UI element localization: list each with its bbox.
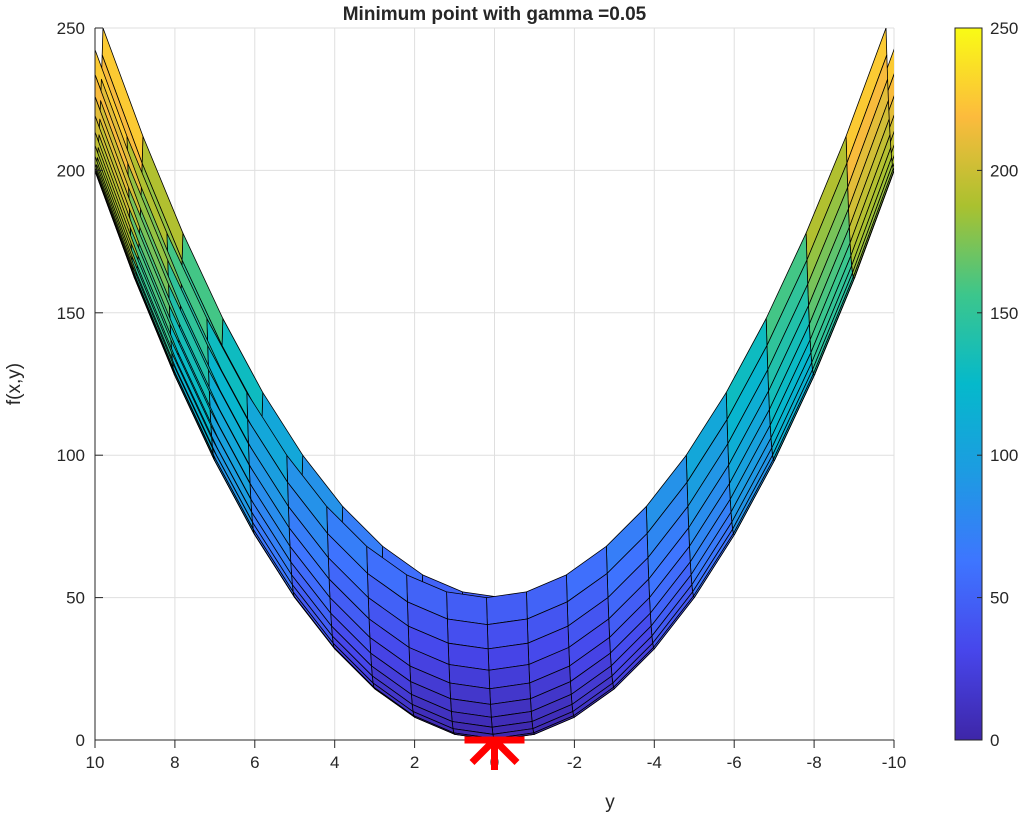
x-tick-label: 8 <box>170 753 179 772</box>
y-tick-label: 200 <box>57 161 85 180</box>
colorbar-tick-label: 0 <box>990 731 999 750</box>
x-tick-label: 2 <box>410 753 419 772</box>
x-tick-label: 4 <box>330 753 339 772</box>
y-tick-label: 150 <box>57 304 85 323</box>
colorbar-tick-label: 150 <box>990 304 1018 323</box>
colorbar-tick-label: 200 <box>990 161 1018 180</box>
marker-stroke <box>469 737 497 765</box>
colorbar-gradient <box>954 27 983 741</box>
x-axis-label: y <box>605 792 615 813</box>
y-tick-labels: 0 50 100 150 200 250 <box>57 19 85 750</box>
x-tick-label: 6 <box>250 753 259 772</box>
y-tick-label: 50 <box>66 589 85 608</box>
minimum-point-marker <box>464 736 525 770</box>
colorbar: 0 50 100 150 200 250 <box>954 19 1018 750</box>
x-tick-label: -6 <box>727 753 742 772</box>
y-tick-label: 0 <box>76 731 85 750</box>
colorbar-tick-label: 250 <box>990 19 1018 38</box>
chart-title: Minimum point with gamma =0.05 <box>343 4 647 25</box>
x-tick-label: 10 <box>86 753 105 772</box>
surface-mesh <box>95 28 894 740</box>
x-tick-label: -8 <box>807 753 822 772</box>
x-tick-label: -4 <box>647 753 662 772</box>
y-axis-label: f(x,y) <box>4 363 25 405</box>
x-tick-label: -2 <box>567 753 582 772</box>
grid-lines <box>94 27 895 741</box>
colorbar-ticks: 0 50 100 150 200 250 <box>977 19 1018 750</box>
marker-stroke <box>492 737 520 765</box>
x-tick-label: -10 <box>882 753 907 772</box>
colorbar-tick-label: 100 <box>990 446 1018 465</box>
y-tick-label: 100 <box>57 446 85 465</box>
y-tick-label: 250 <box>57 19 85 38</box>
colorbar-tick-label: 50 <box>990 589 1009 608</box>
surface-patch <box>95 169 136 280</box>
